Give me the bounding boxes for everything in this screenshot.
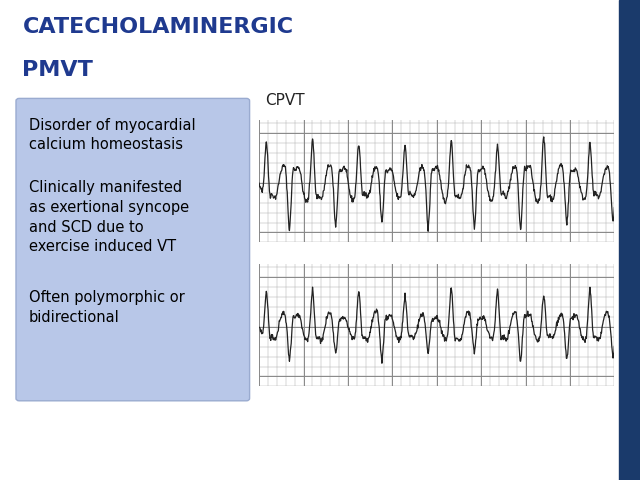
Text: PMVT: PMVT — [22, 60, 93, 80]
FancyBboxPatch shape — [16, 98, 250, 401]
Text: Clinically manifested
as exertional syncope
and SCD due to
exercise induced VT: Clinically manifested as exertional sync… — [29, 180, 189, 254]
Text: Disorder of myocardial
calcium homeostasis: Disorder of myocardial calcium homeostas… — [29, 118, 195, 153]
Text: CATECHOLAMINERGIC: CATECHOLAMINERGIC — [22, 17, 294, 37]
Text: CPVT: CPVT — [266, 93, 305, 108]
Bar — [619, 0, 640, 480]
Text: Often polymorphic or
bidirectional: Often polymorphic or bidirectional — [29, 290, 184, 325]
